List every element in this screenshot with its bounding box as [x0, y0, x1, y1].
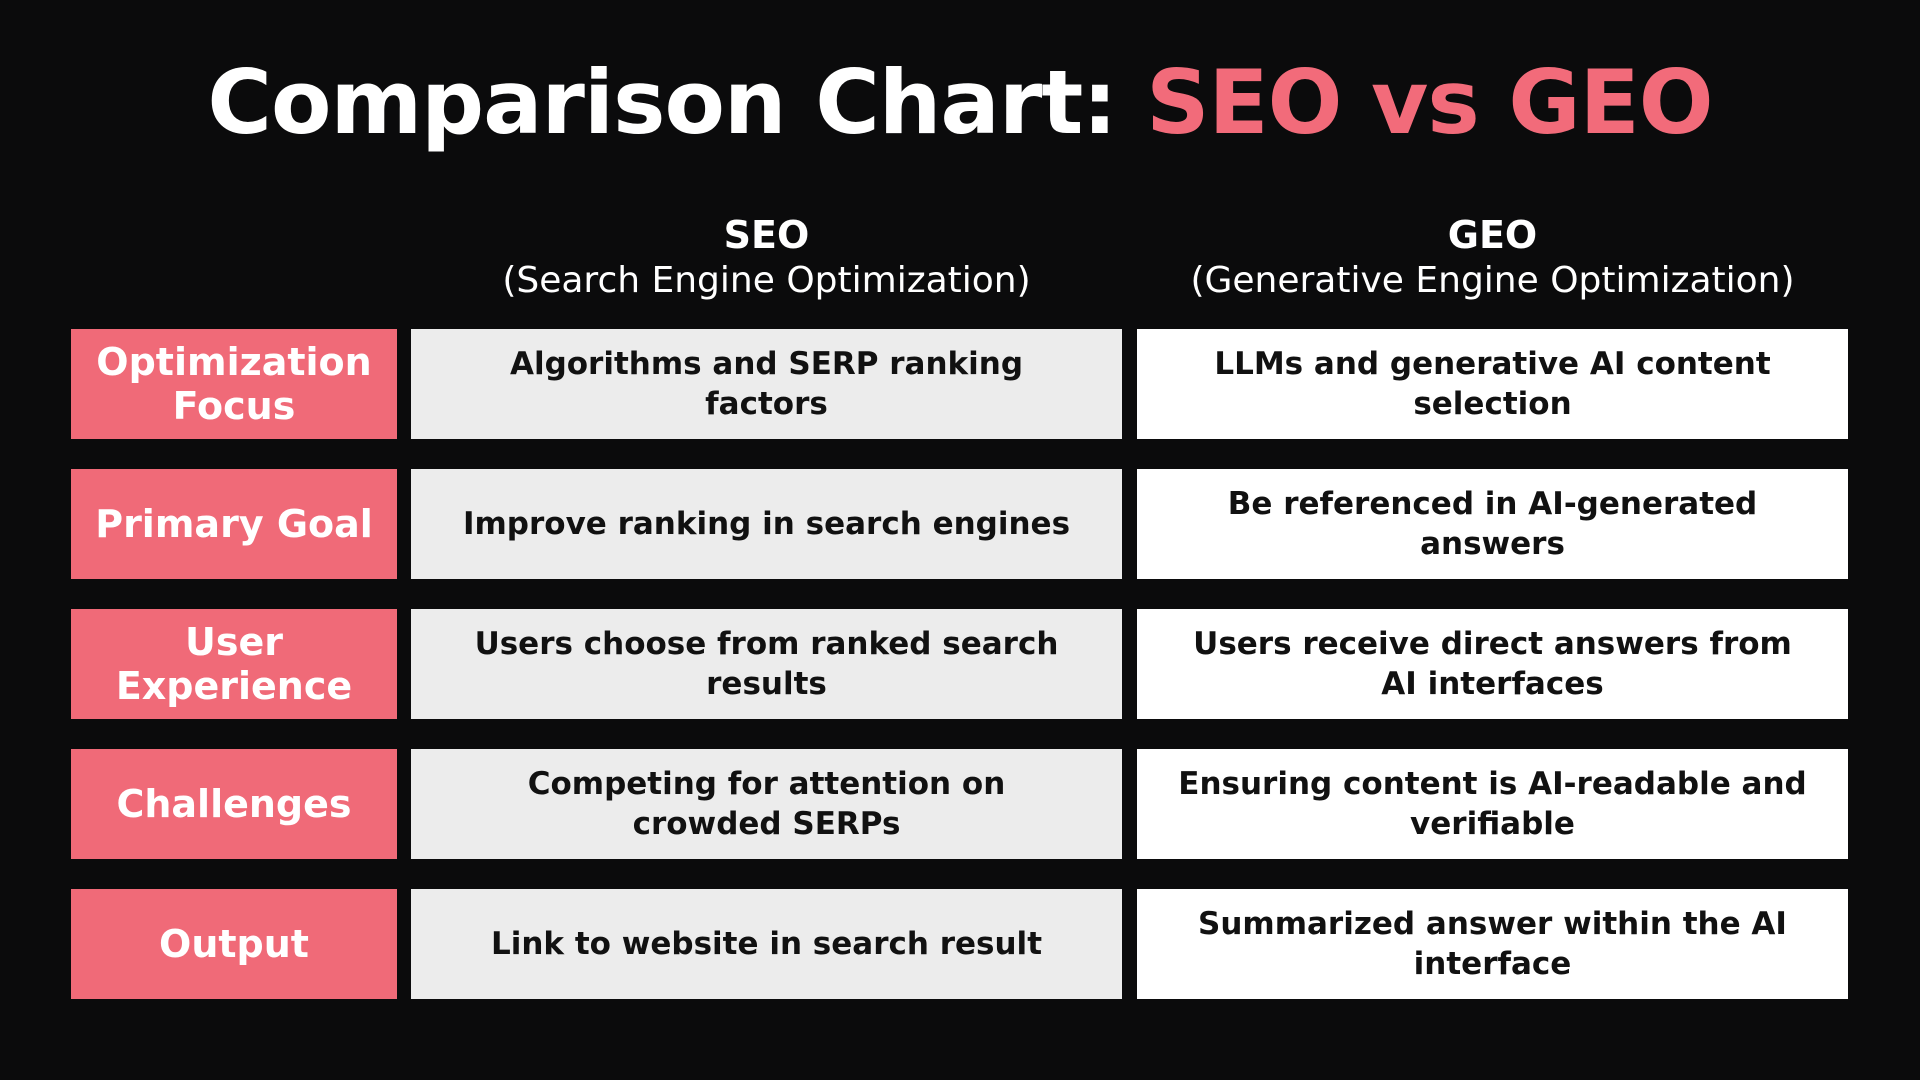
seo-cell-text: Improve ranking in search engines	[462, 506, 1071, 542]
column-header-name: GEO	[1447, 213, 1538, 257]
row-label: Primary Goal	[71, 469, 397, 579]
seo-cell: Competing for attention on crowded SERPs	[411, 749, 1122, 859]
title-accent: SEO vs GEO	[1146, 51, 1713, 154]
seo-cell: Algorithms and SERP ranking factors	[411, 329, 1122, 439]
title-prefix: Comparison Chart:	[207, 51, 1117, 154]
table-row: User Experience Users choose from ranked…	[71, 609, 1849, 719]
column-header-full: (Search Engine Optimization)	[502, 260, 1031, 301]
column-header-seo: SEO (Search Engine Optimization)	[411, 212, 1122, 304]
page-title: Comparison Chart: SEO vs GEO	[0, 48, 1920, 158]
seo-cell-text: Users choose from ranked search results	[474, 626, 1059, 702]
geo-cell-text: Summarized answer within the AI interfac…	[1198, 906, 1787, 982]
row-label: Optimization Focus	[71, 329, 397, 439]
row-label: Challenges	[71, 749, 397, 859]
seo-cell-text: Algorithms and SERP ranking factors	[509, 346, 1024, 422]
seo-cell: Link to website in search result	[411, 889, 1122, 999]
geo-cell-text: Be referenced in AI-generated answers	[1227, 486, 1758, 562]
geo-cell: Be referenced in AI-generated answers	[1137, 469, 1848, 579]
row-label: Output	[71, 889, 397, 999]
column-header-full: (Generative Engine Optimization)	[1190, 260, 1795, 301]
row-label: User Experience	[71, 609, 397, 719]
table-row: Challenges Competing for attention on cr…	[71, 749, 1849, 859]
seo-cell: Improve ranking in search engines	[411, 469, 1122, 579]
geo-cell-text: LLMs and generative AI content selection	[1214, 346, 1771, 422]
table-row: Output Link to website in search result …	[71, 889, 1849, 999]
geo-cell: Summarized answer within the AI interfac…	[1137, 889, 1848, 999]
seo-cell-text: Competing for attention on crowded SERPs	[527, 766, 1006, 842]
geo-cell: Ensuring content is AI-readable and veri…	[1137, 749, 1848, 859]
column-header-geo: GEO (Generative Engine Optimization)	[1137, 212, 1848, 304]
geo-cell: LLMs and generative AI content selection	[1137, 329, 1848, 439]
geo-cell-text: Ensuring content is AI-readable and veri…	[1178, 766, 1807, 842]
seo-cell-text: Link to website in search result	[490, 926, 1043, 962]
column-header-name: SEO	[723, 213, 810, 257]
table-row: Optimization Focus Algorithms and SERP r…	[71, 329, 1849, 439]
seo-cell: Users choose from ranked search results	[411, 609, 1122, 719]
geo-cell: Users receive direct answers from AI int…	[1137, 609, 1848, 719]
table-row: Primary Goal Improve ranking in search e…	[71, 469, 1849, 579]
geo-cell-text: Users receive direct answers from AI int…	[1193, 626, 1792, 702]
